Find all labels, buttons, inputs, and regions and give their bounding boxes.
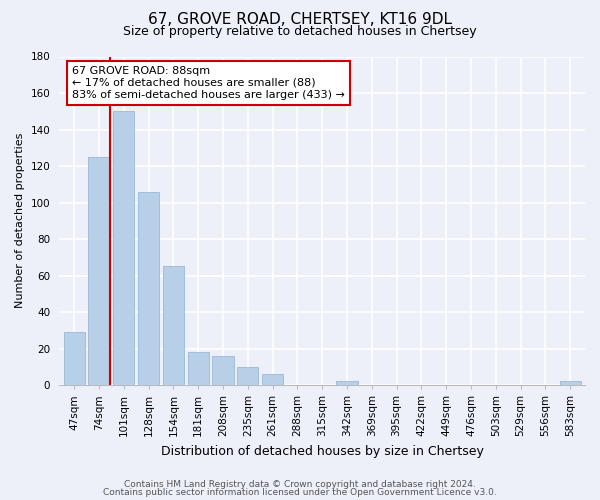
Text: 67 GROVE ROAD: 88sqm
← 17% of detached houses are smaller (88)
83% of semi-detac: 67 GROVE ROAD: 88sqm ← 17% of detached h… — [73, 66, 346, 100]
Bar — [88, 157, 110, 385]
Text: Contains HM Land Registry data © Crown copyright and database right 2024.: Contains HM Land Registry data © Crown c… — [124, 480, 476, 489]
Bar — [237, 367, 259, 385]
Bar — [212, 356, 233, 385]
X-axis label: Distribution of detached houses by size in Chertsey: Distribution of detached houses by size … — [161, 444, 484, 458]
Bar — [113, 112, 134, 385]
Bar — [262, 374, 283, 385]
Text: Contains public sector information licensed under the Open Government Licence v3: Contains public sector information licen… — [103, 488, 497, 497]
Bar — [188, 352, 209, 385]
Text: 67, GROVE ROAD, CHERTSEY, KT16 9DL: 67, GROVE ROAD, CHERTSEY, KT16 9DL — [148, 12, 452, 28]
Bar — [163, 266, 184, 385]
Bar — [138, 192, 159, 385]
Y-axis label: Number of detached properties: Number of detached properties — [15, 133, 25, 308]
Bar — [337, 382, 358, 385]
Bar — [560, 382, 581, 385]
Text: Size of property relative to detached houses in Chertsey: Size of property relative to detached ho… — [123, 25, 477, 38]
Bar — [64, 332, 85, 385]
